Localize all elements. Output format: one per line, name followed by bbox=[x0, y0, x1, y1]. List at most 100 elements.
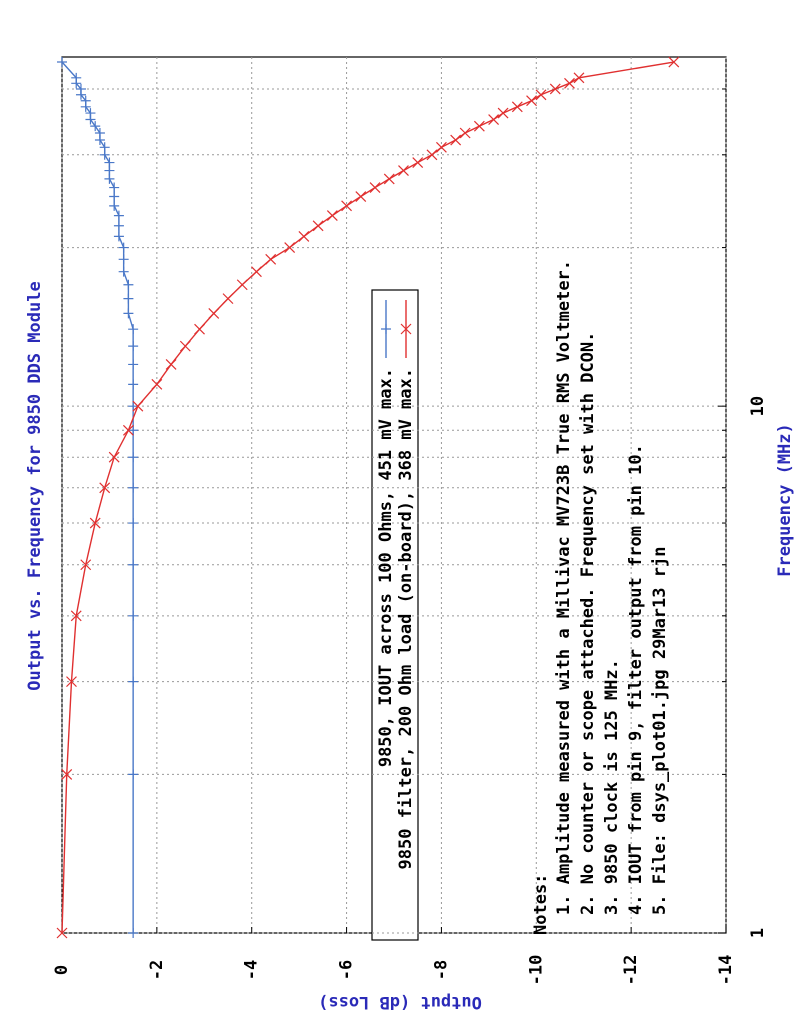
data-point bbox=[179, 340, 191, 352]
y-tick-label: -14 bbox=[716, 955, 736, 986]
y-tick-label: -6 bbox=[337, 960, 357, 980]
data-point bbox=[208, 307, 220, 319]
data-point bbox=[123, 308, 134, 319]
data-point bbox=[488, 114, 500, 125]
data-point bbox=[222, 293, 234, 305]
y-tick-label: -8 bbox=[431, 960, 451, 980]
data-point bbox=[450, 134, 462, 146]
data-point bbox=[89, 517, 101, 529]
data-point bbox=[398, 165, 409, 177]
data-point bbox=[123, 279, 134, 290]
data-point bbox=[128, 452, 139, 463]
data-point bbox=[383, 173, 395, 185]
data-point bbox=[165, 359, 177, 370]
data-point bbox=[104, 157, 115, 168]
note-line: 5. File: dsys_plot01.jpg 29Mar13 rjn bbox=[650, 547, 670, 915]
data-point bbox=[412, 157, 424, 168]
data-point bbox=[128, 379, 139, 390]
data-point bbox=[113, 231, 124, 242]
note-line: 3. 9850 clock is 125 MHz. bbox=[602, 659, 622, 915]
data-point bbox=[535, 89, 547, 101]
data-point bbox=[85, 108, 96, 119]
data-point bbox=[473, 120, 485, 132]
legend-label: 9850 filter, 200 Ohm load (on-board), 36… bbox=[396, 368, 416, 870]
series-line bbox=[61, 61, 134, 933]
data-point bbox=[564, 77, 575, 89]
x-tick-label: 1 bbox=[748, 928, 768, 938]
chart-title: Output vs. Frequency for 9850 DDS Module bbox=[25, 281, 45, 690]
y-tick-label: -10 bbox=[526, 955, 546, 986]
data-point bbox=[341, 200, 352, 212]
note-line: 4. IOUT from pin 9, filter output from p… bbox=[626, 444, 646, 915]
data-point bbox=[526, 95, 537, 107]
data-point bbox=[109, 182, 120, 193]
data-point bbox=[284, 242, 296, 253]
data-point bbox=[128, 518, 139, 529]
data-point bbox=[668, 56, 680, 68]
data-point bbox=[151, 378, 163, 390]
data-point bbox=[66, 676, 77, 688]
data-point bbox=[265, 253, 277, 265]
y-tick-label: -4 bbox=[242, 960, 262, 980]
data-point bbox=[118, 266, 129, 277]
data-point bbox=[312, 220, 324, 232]
data-point bbox=[128, 482, 139, 493]
data-point bbox=[573, 72, 585, 84]
data-point bbox=[128, 425, 139, 436]
data-point bbox=[128, 324, 139, 335]
data-point bbox=[108, 451, 120, 463]
data-point bbox=[128, 676, 139, 687]
data-point bbox=[75, 83, 86, 94]
data-point bbox=[459, 127, 471, 139]
notes-heading: Notes: bbox=[531, 874, 551, 935]
data-point bbox=[118, 254, 129, 265]
data-point bbox=[57, 57, 67, 68]
x-tick-label: 10 bbox=[748, 396, 768, 416]
legend-box bbox=[371, 289, 419, 941]
legend-label: 9850, IOUT across 100 Ohms, 451 mV max. bbox=[376, 368, 396, 767]
y-tick-label: 0 bbox=[52, 965, 72, 975]
data-point bbox=[497, 107, 509, 119]
data-point bbox=[369, 182, 381, 193]
data-point bbox=[128, 401, 139, 412]
data-point bbox=[426, 149, 438, 161]
data-point bbox=[355, 191, 367, 202]
data-point bbox=[71, 72, 82, 83]
data-point bbox=[80, 559, 92, 571]
note-line: 1. Amplitude measured with a Millivac MV… bbox=[554, 260, 574, 915]
y-tick-label: -12 bbox=[621, 955, 641, 986]
data-point bbox=[128, 610, 139, 621]
data-point bbox=[128, 341, 139, 352]
data-point bbox=[123, 293, 134, 304]
data-point bbox=[511, 101, 523, 113]
note-line: 2. No counter or scope attached. Frequen… bbox=[578, 332, 598, 915]
data-point bbox=[56, 927, 68, 939]
data-point bbox=[236, 279, 248, 291]
y-tick-label: -2 bbox=[147, 960, 167, 980]
data-point bbox=[94, 127, 105, 138]
data-point bbox=[90, 121, 101, 132]
data-point bbox=[132, 400, 144, 412]
data-point bbox=[326, 210, 338, 222]
data-point bbox=[436, 141, 447, 153]
data-point bbox=[549, 83, 561, 95]
data-point bbox=[122, 424, 134, 436]
data-point bbox=[118, 242, 129, 253]
y-axis-label: Output (dB Loss) bbox=[318, 992, 482, 1012]
data-point bbox=[109, 200, 120, 211]
data-point bbox=[298, 230, 310, 242]
data-point bbox=[61, 768, 73, 780]
data-point bbox=[113, 220, 124, 231]
data-point bbox=[251, 266, 262, 278]
data-point bbox=[128, 928, 139, 938]
data-point bbox=[128, 769, 139, 780]
data-point bbox=[109, 191, 120, 202]
data-point bbox=[80, 95, 91, 106]
data-point bbox=[400, 323, 412, 335]
x-axis-label: Frequency (MHz) bbox=[775, 423, 795, 577]
data-point bbox=[113, 210, 124, 221]
data-point bbox=[128, 359, 139, 370]
data-point bbox=[99, 142, 110, 153]
data-point bbox=[128, 559, 139, 570]
